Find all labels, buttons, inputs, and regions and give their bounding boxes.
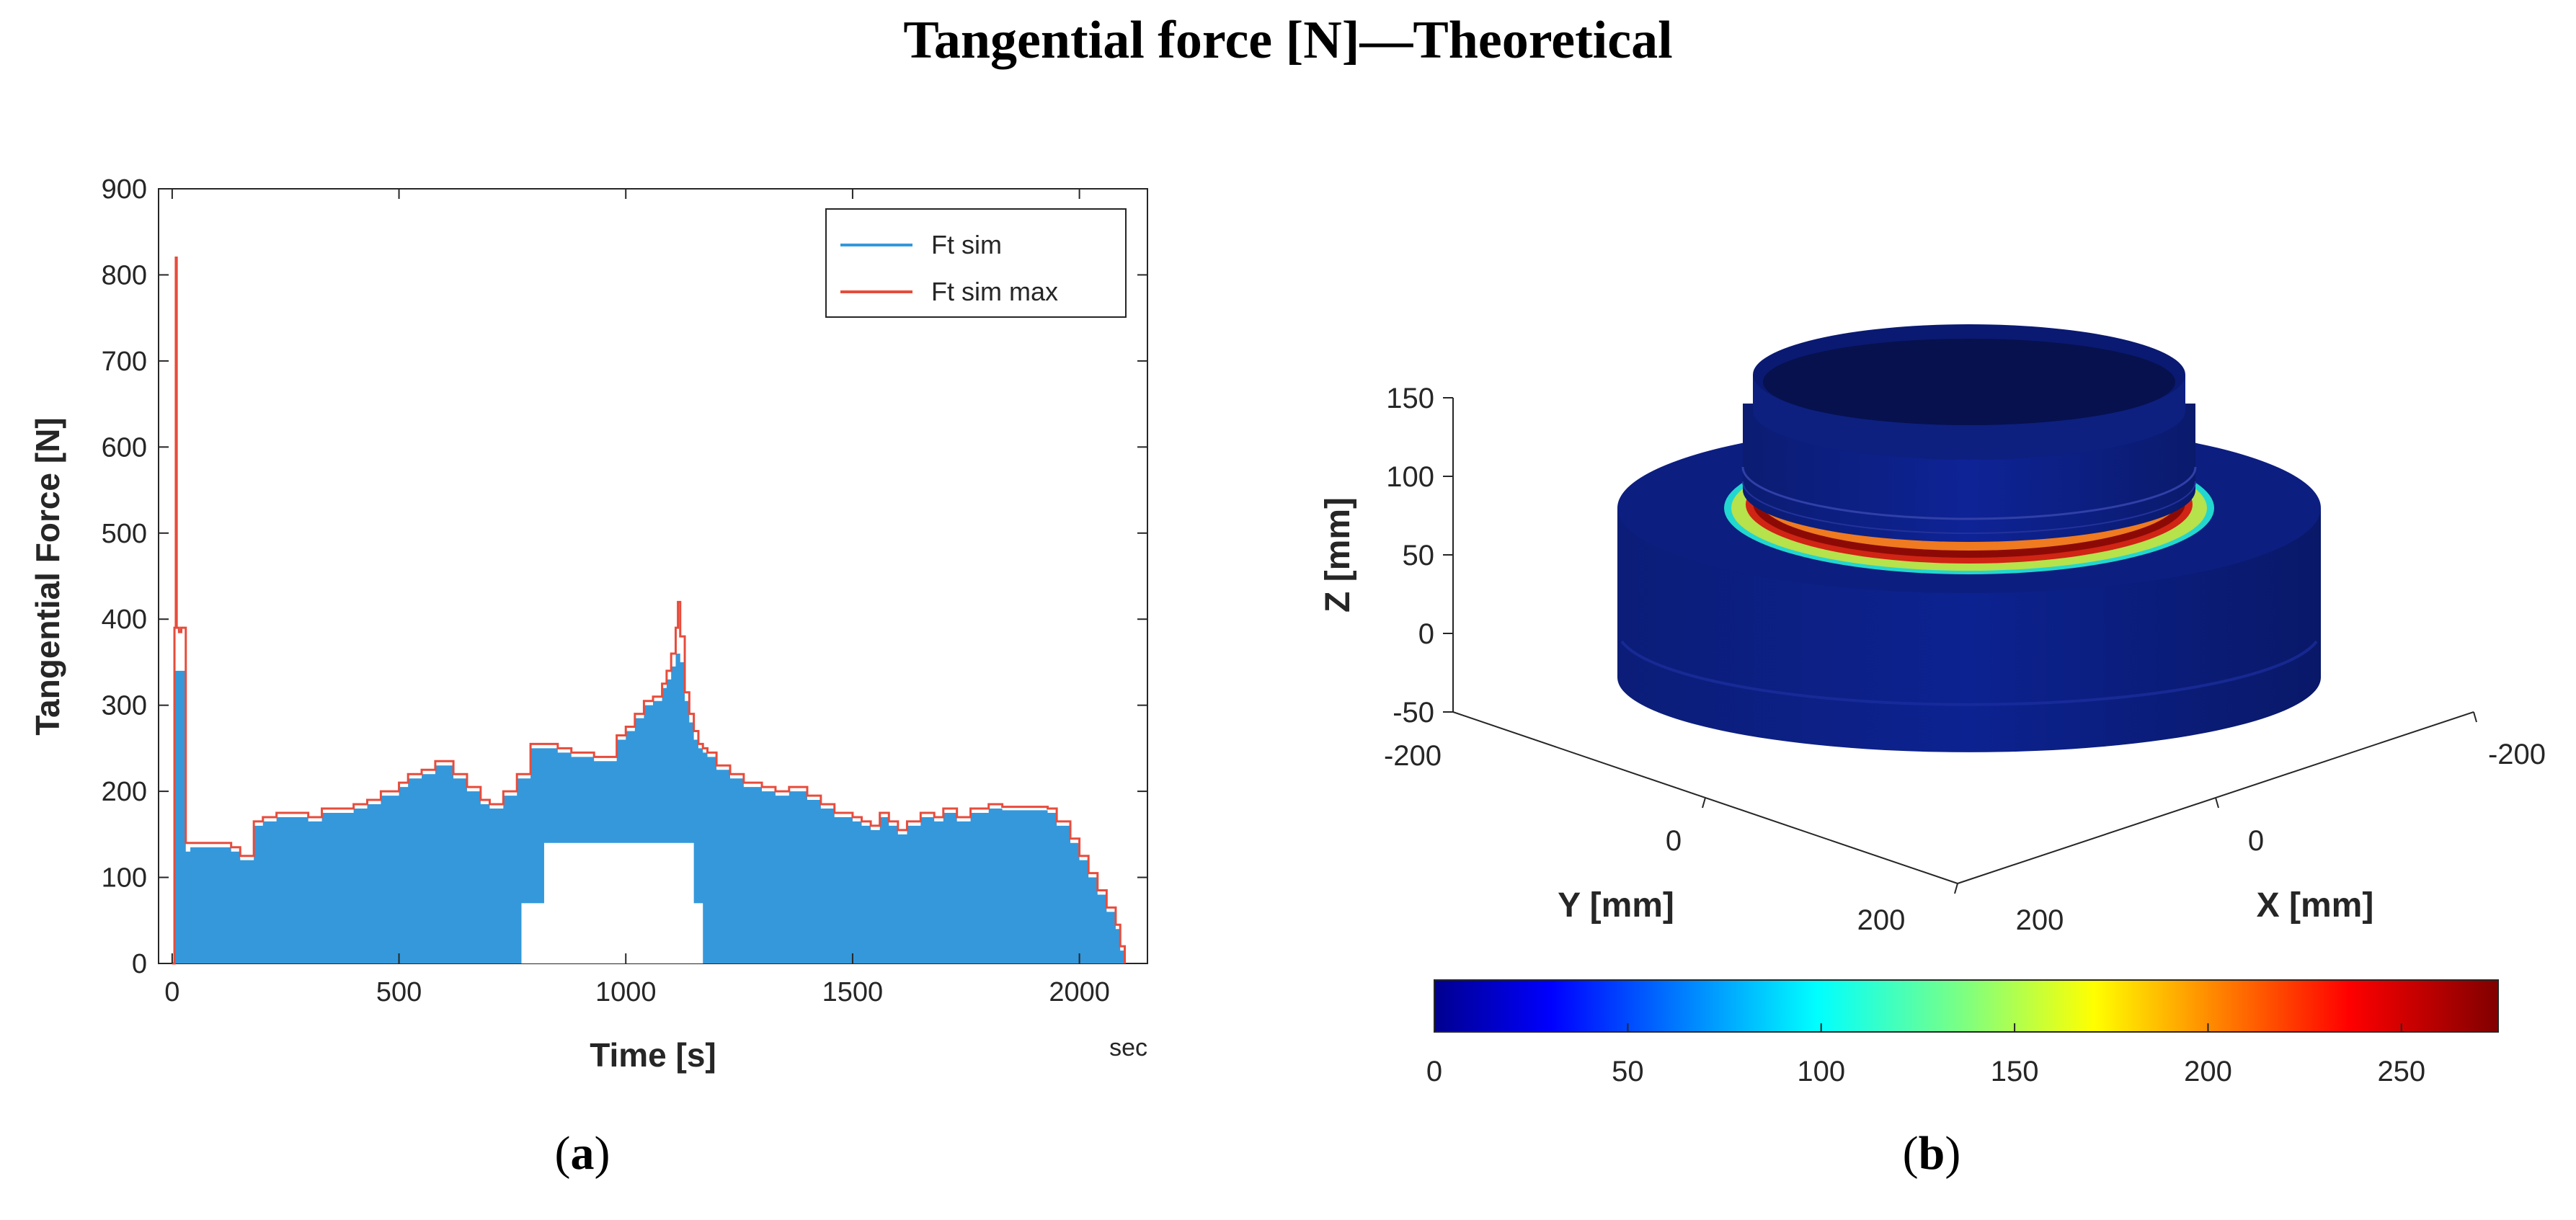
ytick-label: 0 bbox=[132, 949, 147, 979]
series-ft-sim-area bbox=[172, 654, 1125, 963]
panel-b-surface: -50 0 50 100 150 -200 0 200 -200 0 200 Z [mm… bbox=[1319, 324, 2546, 1087]
base-bottom-edge-highlight bbox=[1620, 640, 2318, 706]
groove-line-2 bbox=[1742, 481, 2196, 534]
legend: Ft sim Ft sim max bbox=[825, 208, 1127, 318]
b-xtick-neg200: -200 bbox=[2488, 739, 2546, 770]
b-xtick-0: 0 bbox=[2248, 825, 2264, 857]
ytick-label: 200 bbox=[102, 777, 147, 807]
xtick-label: 500 bbox=[376, 977, 422, 1007]
part-3d bbox=[1617, 324, 2321, 752]
colorbar-tick-label: 100 bbox=[1797, 1056, 1845, 1087]
series-ft-sim-max-line bbox=[172, 257, 1127, 965]
colorbar-tick-label: 0 bbox=[1426, 1056, 1442, 1087]
colorbar-tick-label: 200 bbox=[2184, 1056, 2232, 1087]
b-y-axis-label: Y [mm] bbox=[1558, 886, 1674, 925]
ytick-label: 900 bbox=[102, 174, 147, 205]
ztick-label: 0 bbox=[1418, 618, 1434, 650]
xtick-label: 2000 bbox=[1049, 977, 1110, 1007]
ytick-label: 600 bbox=[102, 432, 147, 463]
caption-a: (a) bbox=[555, 1127, 610, 1180]
b-ytick-0: 0 bbox=[1666, 825, 1682, 857]
ytick-label: 800 bbox=[102, 260, 147, 290]
b-ytick-neg200: -200 bbox=[1384, 740, 1442, 772]
legend-label-ft-sim-max: Ft sim max bbox=[931, 277, 1058, 306]
b-x-axis-label: X [mm] bbox=[2257, 886, 2374, 925]
top-bore bbox=[1763, 339, 2175, 425]
x-axis-label: Time [s] bbox=[590, 1036, 716, 1074]
b-xtick-200: 200 bbox=[2016, 904, 2064, 936]
ztick-label: -50 bbox=[1393, 697, 1434, 729]
colorbar-tick-label: 150 bbox=[1991, 1056, 2039, 1087]
y-axis-label: Tangential Force [N] bbox=[29, 417, 66, 735]
x-unit-label: sec bbox=[1109, 1034, 1147, 1061]
colorbar-tick-label: 50 bbox=[1612, 1056, 1644, 1087]
figure-title: Tangential force [N]—Theoretical bbox=[903, 11, 1672, 70]
xtick-label: 1000 bbox=[595, 977, 657, 1007]
b-z-axis-label: Z [mm] bbox=[1319, 497, 1357, 613]
ytick-label: 700 bbox=[102, 347, 147, 377]
b-ytick-200: 200 bbox=[1857, 904, 1906, 936]
legend-box bbox=[825, 208, 1127, 318]
colorbar-tick-label: 250 bbox=[2377, 1056, 2425, 1087]
ztick-label: 100 bbox=[1386, 461, 1434, 493]
panel-a-chart: 0 100 200 300 400 500 600 700 800 900 0 500 1000 150… bbox=[29, 174, 1148, 1074]
ytick-label: 500 bbox=[102, 519, 147, 549]
colorbar bbox=[1434, 979, 2499, 1033]
xtick-label: 1500 bbox=[822, 977, 884, 1007]
ztick-label: 150 bbox=[1386, 383, 1434, 414]
groove-line bbox=[1741, 466, 2197, 520]
ytick-label: 300 bbox=[102, 691, 147, 721]
ytick-label: 100 bbox=[102, 863, 147, 894]
xtick-label: 0 bbox=[164, 977, 179, 1007]
axes-3d bbox=[1443, 397, 2477, 894]
ytick-label: 400 bbox=[102, 605, 147, 635]
legend-label-ft-sim: Ft sim bbox=[931, 230, 1002, 259]
ztick-label: 50 bbox=[1403, 540, 1435, 571]
caption-b: (b) bbox=[1903, 1127, 1961, 1180]
area-gap bbox=[521, 842, 703, 963]
